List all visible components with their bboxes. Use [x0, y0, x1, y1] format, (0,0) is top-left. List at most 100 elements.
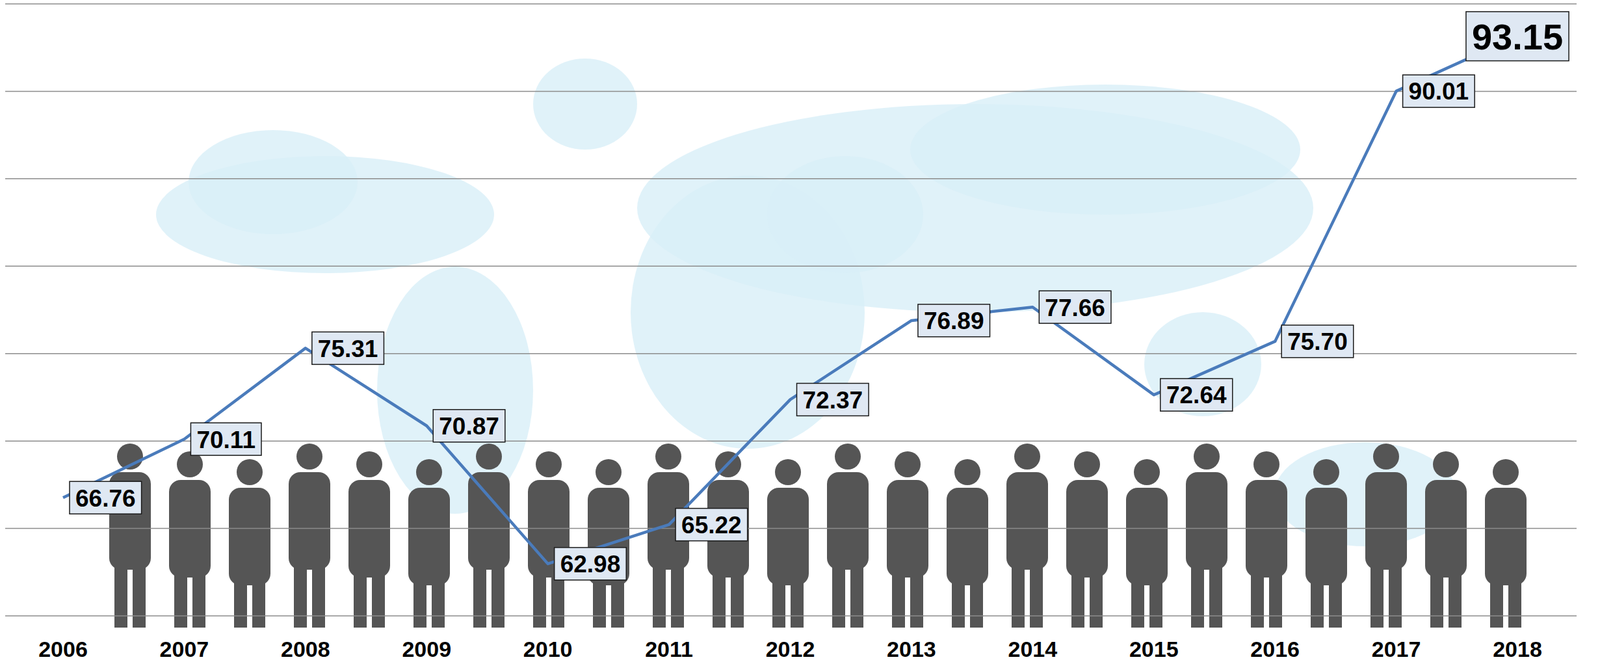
person-leg [431, 574, 445, 628]
person-leg [670, 559, 684, 628]
person-leg [1071, 566, 1085, 628]
chart-svg: 2006200720082009201020112012201320142015… [0, 0, 1600, 664]
grid-line [5, 265, 1577, 268]
data-label-box [69, 481, 142, 514]
data-label: 66.76 [69, 481, 142, 514]
person-body [1484, 487, 1527, 586]
person-head [1253, 451, 1280, 478]
data-label-box [1281, 325, 1354, 358]
data-label-text: 93.15 [1471, 16, 1563, 58]
person-head [1193, 443, 1220, 470]
person-head [236, 459, 263, 486]
data-label-box [190, 422, 262, 456]
data-label-text: 70.11 [196, 426, 256, 454]
data-label-text: 65.22 [681, 511, 742, 539]
person-head [1492, 459, 1519, 486]
person-head [416, 459, 443, 486]
person-head [1074, 451, 1101, 478]
data-label: 72.64 [1160, 378, 1233, 411]
x-tick-label: 2008 [280, 636, 331, 662]
x-tick-label: 2011 [644, 636, 694, 662]
map-shape [910, 84, 1301, 215]
person-leg [1250, 566, 1264, 628]
person-leg [174, 566, 188, 628]
person-head [1432, 451, 1459, 478]
person-leg [970, 574, 984, 628]
data-label-text: 62.98 [560, 550, 621, 578]
person-head [356, 451, 383, 478]
data-label-box [675, 508, 748, 541]
person-leg [1149, 574, 1163, 628]
data-label: 75.70 [1281, 325, 1354, 358]
person-body [1305, 487, 1348, 586]
data-labels: 66.76 70.11 75.31 70.87 62.98 65.22 72.37 76.89… [69, 11, 1569, 580]
person-leg [712, 566, 726, 628]
grid-line [5, 3, 1577, 5]
background-map [156, 58, 1457, 547]
data-label-text: 76.89 [923, 307, 985, 335]
person-leg [293, 559, 307, 628]
x-tick-label: 2006 [38, 636, 88, 662]
chart-container: 2006200720082009201020112012201320142015… [0, 0, 1600, 664]
data-label: 62.98 [554, 547, 627, 580]
x-tick-label: 2014 [1008, 636, 1058, 662]
person-leg [132, 559, 146, 628]
data-label: 93.15 [1466, 11, 1569, 62]
data-label-text: 72.37 [802, 386, 864, 414]
data-label-box [1466, 11, 1569, 62]
data-label: 70.87 [432, 409, 506, 443]
person-head [774, 459, 801, 486]
person-head [535, 451, 562, 478]
person-body [408, 487, 450, 586]
person-leg [1209, 559, 1223, 628]
data-label: 70.11 [190, 422, 262, 456]
data-label-text: 77.66 [1044, 294, 1106, 322]
map-shape [377, 266, 534, 514]
person-leg [1430, 566, 1444, 628]
person-leg [1029, 559, 1043, 628]
person-body [1365, 472, 1407, 570]
data-label: 77.66 [1038, 290, 1112, 324]
person-leg [1370, 559, 1384, 628]
person-leg [1191, 559, 1205, 628]
person-leg [371, 566, 385, 628]
data-label-box [918, 304, 991, 337]
person-head [894, 451, 921, 478]
data-line [63, 36, 1518, 564]
line-group [63, 36, 1518, 564]
map-shape [188, 130, 358, 235]
person-leg [473, 559, 487, 628]
person-head [1373, 443, 1400, 470]
person-leg [312, 559, 326, 628]
person-leg [730, 566, 744, 628]
person-leg [891, 566, 905, 628]
person-head [595, 459, 622, 486]
person-leg [772, 574, 786, 628]
person-head [655, 443, 682, 470]
x-tick-label: 2013 [886, 636, 937, 662]
map-shape [533, 58, 638, 150]
x-tick-label: 2018 [1492, 636, 1543, 662]
person-leg [192, 566, 206, 628]
grid-line [5, 527, 1577, 530]
person-leg [832, 559, 846, 628]
x-tick-label: 2007 [159, 636, 210, 662]
person-head [1014, 443, 1041, 470]
data-label-box [432, 409, 506, 443]
person-leg [850, 559, 864, 628]
data-label: 75.31 [312, 331, 385, 365]
x-tick-label: 2016 [1250, 636, 1300, 662]
x-tick-label: 2015 [1129, 636, 1179, 662]
person-leg [234, 574, 248, 628]
grid-line [5, 91, 1577, 93]
person-leg [114, 559, 128, 628]
grid [5, 3, 1577, 616]
person-body [468, 472, 510, 570]
data-label-text: 90.01 [1408, 78, 1470, 105]
person-head [1133, 459, 1160, 486]
x-tick-label: 2009 [401, 636, 452, 662]
person-head [954, 459, 981, 486]
data-label: 76.89 [918, 304, 991, 337]
grid-line [5, 178, 1577, 180]
person-leg [611, 574, 625, 628]
